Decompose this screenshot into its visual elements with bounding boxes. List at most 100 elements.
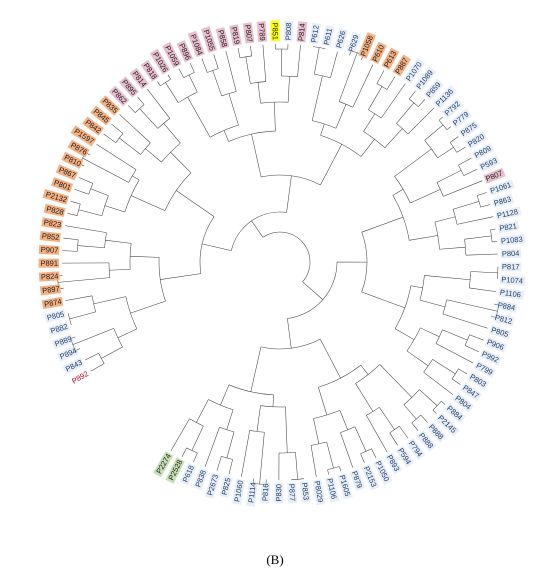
tip-highlight xyxy=(39,284,62,296)
branch-line xyxy=(389,432,399,446)
tip-label: P1114 xyxy=(245,480,258,507)
branch-line xyxy=(131,195,166,211)
branch-line xyxy=(157,81,161,86)
tip-name: P830 xyxy=(274,484,283,502)
branch-line xyxy=(250,45,253,56)
tip-highlight xyxy=(43,203,66,218)
branch-line xyxy=(469,287,497,292)
tip-highlight xyxy=(499,274,526,286)
tip-highlight xyxy=(82,116,104,136)
tip-name: P626 xyxy=(334,30,347,49)
branch-line xyxy=(465,253,498,256)
tip-highlight xyxy=(192,467,209,491)
tip-name: P1074 xyxy=(501,275,523,286)
branch-arc xyxy=(389,426,400,434)
tip-label: P817 xyxy=(500,262,522,272)
tip-highlight xyxy=(39,231,61,243)
tip-highlight xyxy=(38,258,60,268)
branch-arc xyxy=(497,266,499,280)
branch-line xyxy=(386,76,396,90)
branch-line xyxy=(170,152,192,173)
branch-line xyxy=(360,138,375,157)
branch-line xyxy=(441,400,446,405)
tip-highlight xyxy=(187,30,206,58)
branch-line xyxy=(419,389,438,406)
tip-name: P824 xyxy=(41,271,59,281)
branch-line xyxy=(330,51,338,78)
tip-highlight xyxy=(99,95,121,116)
branch-arc xyxy=(376,83,388,90)
branch-line xyxy=(204,427,220,467)
branch-arc xyxy=(228,130,276,142)
tip-highlight xyxy=(416,430,437,452)
branch-arc xyxy=(452,209,458,225)
tip-highlight xyxy=(497,221,520,234)
branch-arc xyxy=(199,216,215,274)
tip-highlight xyxy=(38,244,60,255)
branch-line xyxy=(379,407,395,430)
tip-label: P892 xyxy=(70,369,90,386)
branch-line xyxy=(491,315,497,318)
tip-label: P805 xyxy=(44,309,67,323)
branch-arc xyxy=(396,123,409,135)
branch-line xyxy=(163,123,181,144)
branch-arc xyxy=(161,143,181,163)
branch-line xyxy=(117,328,137,339)
branch-line xyxy=(130,300,166,314)
branch-line xyxy=(62,250,78,252)
branch-line xyxy=(193,452,198,463)
branch-arc xyxy=(361,232,368,293)
tip-highlight xyxy=(478,155,501,172)
panel-label: (B) xyxy=(266,552,284,567)
branch-line xyxy=(335,104,347,129)
branch-line xyxy=(453,201,480,210)
branch-line xyxy=(274,102,276,132)
tip-name: P1055 xyxy=(202,28,217,51)
tip-label: P814 xyxy=(296,21,308,43)
branch-line xyxy=(287,318,292,349)
branch-line xyxy=(287,76,290,103)
branch-arc xyxy=(424,140,438,158)
tip-highlight xyxy=(215,27,230,50)
tip-highlight xyxy=(444,402,466,424)
branch-arc xyxy=(160,78,171,87)
branch-line xyxy=(181,447,187,457)
tip-highlight xyxy=(500,248,522,259)
tip-highlight xyxy=(153,451,174,478)
branch-line xyxy=(442,313,488,329)
branch-line xyxy=(411,422,419,431)
branch-line xyxy=(423,371,454,395)
tip-name: P877 xyxy=(287,483,297,501)
branch-line xyxy=(250,346,262,392)
branch-line xyxy=(410,189,441,204)
tip-name: P825 xyxy=(220,477,233,496)
branch-line xyxy=(470,271,498,274)
tip-highlight xyxy=(435,412,460,437)
branch-line xyxy=(251,134,262,178)
branch-line xyxy=(65,225,107,233)
branch-line xyxy=(104,205,125,213)
branch-arc xyxy=(436,182,444,197)
branch-line xyxy=(403,404,417,420)
tip-label: P824 xyxy=(38,271,60,282)
tip-highlight xyxy=(140,59,160,82)
branch-line xyxy=(379,364,413,398)
tip-label: P626 xyxy=(333,27,349,51)
branch-line xyxy=(91,363,105,372)
branch-line xyxy=(380,83,406,119)
tip-name: P819 xyxy=(229,26,241,45)
branch-line xyxy=(361,291,405,309)
branch-arc xyxy=(287,262,338,319)
branch-arc xyxy=(260,338,321,350)
tip-highlight xyxy=(283,20,294,42)
tip-name: P882 xyxy=(49,322,68,336)
branch-line xyxy=(245,56,251,84)
branch-line xyxy=(63,237,79,240)
tip-name: P879 xyxy=(350,470,364,490)
branch-arc xyxy=(183,72,195,78)
tip-label: P884 xyxy=(495,300,518,313)
tip-name: P906 xyxy=(486,337,506,352)
tip-highlight xyxy=(498,287,525,300)
branch-line xyxy=(212,70,222,97)
tip-highlight xyxy=(242,22,255,44)
